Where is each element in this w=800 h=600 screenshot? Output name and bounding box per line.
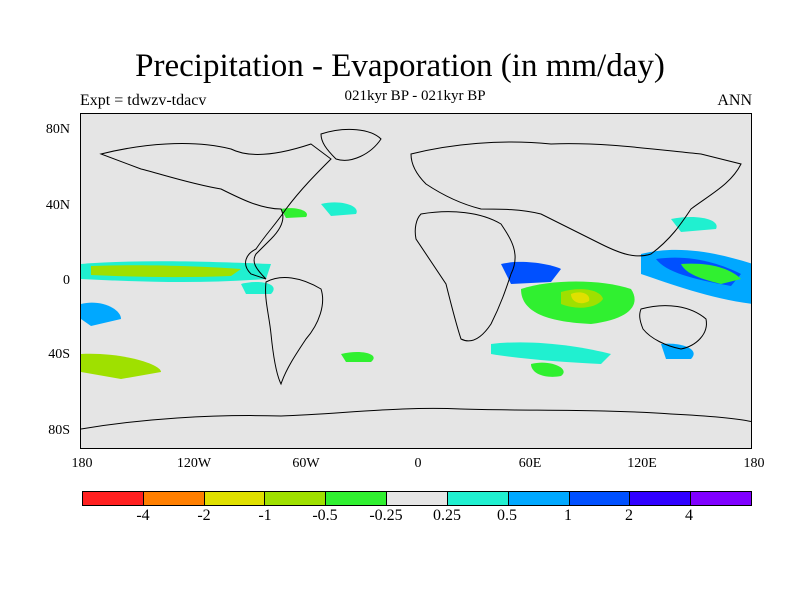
west-pacific-green (681, 263, 741, 284)
y-tick-label: 80S (48, 423, 70, 438)
y-tick-label: 80N (45, 122, 70, 137)
south-pacific-green (81, 353, 161, 379)
colorbar-label: 4 (685, 507, 693, 524)
colorbar-swatch (630, 492, 692, 505)
colorbar-swatch (691, 492, 751, 505)
colorbar-labels: -4 -2 -1 -0.5 -0.25 0.25 0.5 1 2 4 (0, 507, 800, 529)
east-pacific-cyan (241, 282, 274, 294)
colorbar-swatch (83, 492, 144, 505)
australia-south-blue (661, 343, 694, 359)
australia (639, 305, 707, 350)
y-tick-label: 40N (45, 198, 70, 213)
colorbar-label: -0.5 (312, 507, 338, 524)
africa-blue (501, 261, 561, 284)
map-svg (81, 129, 751, 430)
colorbar-label: -0.25 (369, 507, 403, 524)
greenland (320, 129, 382, 161)
pacific-south-blob (81, 302, 121, 326)
map-title: Precipitation - Evaporation (in mm/day) (135, 48, 665, 84)
north-pacific-cyan (671, 217, 717, 232)
south-indian-green (531, 362, 564, 377)
colorbar-swatch (143, 492, 205, 505)
north-atlantic-green (281, 208, 307, 218)
colorbar-swatch (265, 492, 327, 505)
season-label: ANN (717, 92, 752, 109)
colorbar-label: 2 (625, 507, 633, 524)
x-tick-label: 180 (71, 456, 93, 471)
map-subtitle: 021kyr BP - 021kyr BP (344, 88, 486, 104)
y-tick-label: 40S (48, 347, 70, 362)
antarctica (81, 407, 751, 430)
colorbar (82, 491, 752, 506)
colorbar-label: -4 (136, 507, 150, 524)
colorbar-label: -2 (197, 507, 211, 524)
colorbar-swatch (326, 492, 388, 505)
colorbar-label: 1 (564, 507, 572, 524)
north-america (99, 143, 332, 280)
africa (414, 211, 516, 342)
colorbar-swatch (204, 492, 266, 505)
europe-asia (410, 141, 742, 257)
colorbar-label: 0.5 (497, 507, 517, 524)
colorbar-swatch (508, 492, 570, 505)
colorbar-swatch (569, 492, 631, 505)
x-tick-label: 60W (292, 456, 320, 471)
south-america (265, 277, 324, 386)
x-tick-label: 120E (627, 456, 657, 471)
south-atlantic-green (341, 351, 374, 362)
x-tick-label: 60E (518, 456, 542, 471)
colorbar-label: -1 (258, 507, 272, 524)
colorbar-swatch (447, 492, 509, 505)
map-plot (80, 113, 752, 449)
colorbar-swatch (387, 492, 448, 505)
colorbar-label: 0.25 (433, 507, 461, 524)
x-tick-label: 0 (414, 456, 422, 471)
experiment-label: Expt = tdwzv-tdacv (80, 92, 207, 109)
field-shading (81, 202, 751, 379)
mid-atlantic-cyan (321, 202, 357, 216)
x-tick-label: 120W (176, 456, 212, 471)
pacific-equatorial-core (91, 265, 241, 278)
x-tick-label: 180 (743, 456, 765, 471)
coastlines (81, 129, 751, 430)
y-tick-label: 0 (63, 273, 70, 288)
indian-ocean-center (571, 292, 590, 304)
southern-ocean-cyan (491, 342, 611, 364)
